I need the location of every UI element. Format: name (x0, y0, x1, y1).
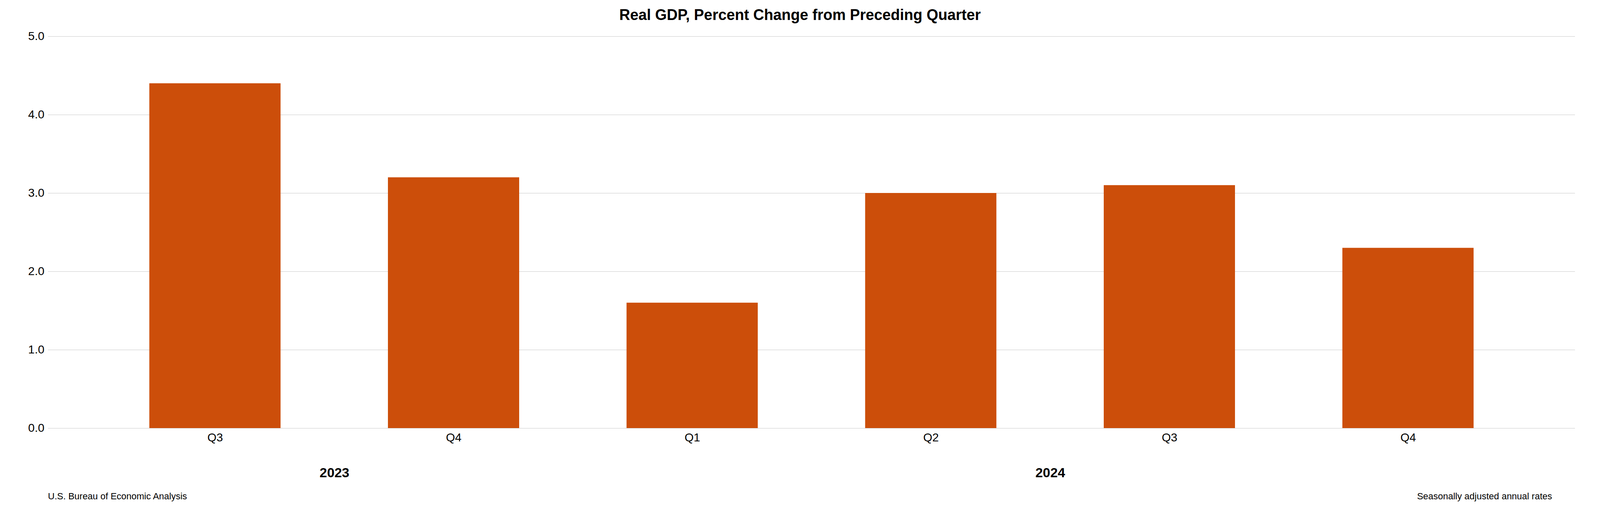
html-text:Seasonally adjusted annual rat: Seasonally adjusted annual rates (1417, 490, 1553, 502)
svg-text:5.0: 5.0 (28, 30, 45, 43)
svg-text:Q3: Q3 (1161, 431, 1178, 445)
svg-text:Q3: Q3 (207, 431, 223, 445)
svg-text:1.0: 1.0 (28, 343, 45, 357)
svg-text:Q1: Q1 (684, 431, 700, 445)
svg-text:2023: 2023 (319, 465, 350, 480)
svg-text:Q2: Q2 (923, 431, 939, 445)
svg-text:Q4: Q4 (1400, 431, 1416, 445)
html-text:Real GDP, Percent Change from: Real GDP, Percent Change from Preceding … (619, 6, 981, 24)
svg-text:4.0: 4.0 (28, 108, 45, 122)
svg-text:2024: 2024 (1035, 465, 1065, 480)
svg-text:0.0: 0.0 (28, 421, 45, 435)
svg-text:Q4: Q4 (445, 431, 462, 445)
svg-text:3.0: 3.0 (28, 186, 45, 200)
html-text:U.S. Bureau of Economic Analys: U.S. Bureau of Economic Analysis (47, 490, 187, 502)
svg-text:2.0: 2.0 (28, 265, 45, 278)
